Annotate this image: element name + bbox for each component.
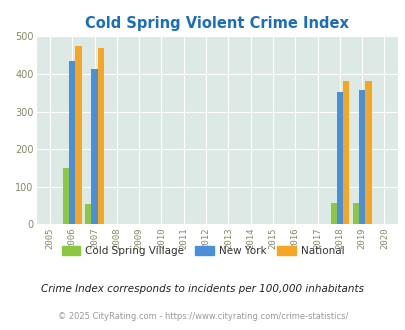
- Bar: [63, 168, 69, 224]
- Legend: Cold Spring Village, New York, National: Cold Spring Village, New York, National: [57, 242, 348, 260]
- Text: Crime Index corresponds to incidents per 100,000 inhabitants: Crime Index corresponds to incidents per…: [41, 284, 364, 294]
- Bar: [69, 61, 75, 224]
- Bar: [352, 203, 358, 224]
- Bar: [364, 81, 371, 224]
- Bar: [358, 90, 364, 224]
- Text: © 2025 CityRating.com - https://www.cityrating.com/crime-statistics/: © 2025 CityRating.com - https://www.city…: [58, 313, 347, 321]
- Bar: [98, 48, 104, 224]
- Bar: [342, 81, 348, 224]
- Bar: [85, 205, 91, 224]
- Title: Cold Spring Violent Crime Index: Cold Spring Violent Crime Index: [85, 16, 348, 31]
- Bar: [336, 92, 342, 224]
- Bar: [75, 47, 81, 224]
- Bar: [91, 69, 98, 224]
- Bar: [330, 203, 336, 224]
